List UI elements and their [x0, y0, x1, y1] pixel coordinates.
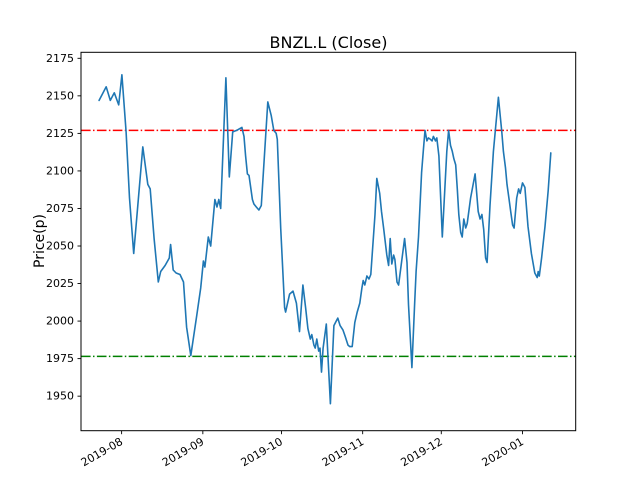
y-tick-label: 2050 — [46, 240, 74, 253]
y-tick-label: 2125 — [46, 127, 74, 140]
y-tick-label: 2025 — [46, 277, 74, 290]
y-tick-label: 1975 — [46, 352, 74, 365]
series-line-close — [98, 74, 552, 405]
x-tick-label: 2019-11 — [320, 435, 366, 469]
x-tick-label: 2020-01 — [480, 435, 526, 469]
y-tick-label: 2175 — [46, 52, 74, 65]
y-tick-label: 2000 — [46, 315, 74, 328]
y-tick-label: 1950 — [46, 390, 74, 403]
chart-title: BNZL.L (Close) — [269, 33, 388, 52]
x-tick-label: 2019-12 — [398, 435, 444, 469]
axes-frame — [80, 51, 577, 432]
y-tick-label: 2075 — [46, 202, 74, 215]
y-tick-label: 2100 — [46, 164, 74, 177]
x-tick-label: 2019-08 — [79, 435, 125, 469]
y-tick-label: 2150 — [46, 89, 74, 102]
x-tick-label: 2019-10 — [239, 435, 285, 469]
x-tick-label: 2019-09 — [160, 435, 206, 469]
